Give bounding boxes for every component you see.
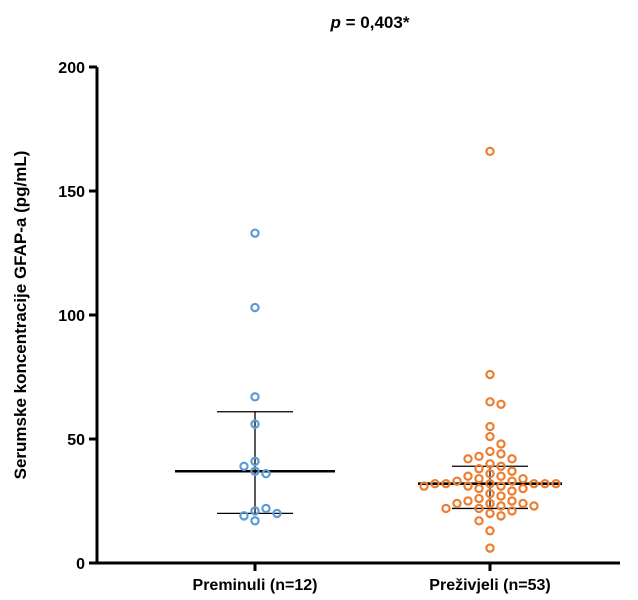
data-point: [261, 503, 271, 514]
data-point: [485, 508, 495, 519]
p-value: = 0,403*: [341, 13, 410, 32]
data-marks: [175, 146, 562, 553]
data-point: [496, 461, 506, 471]
data-point: [496, 439, 506, 449]
data-point: [518, 483, 528, 494]
data-point: [463, 481, 473, 491]
data-point: [507, 476, 517, 486]
data-point: [452, 498, 462, 509]
data-point: [496, 491, 506, 501]
series-group: [418, 146, 562, 553]
data-point: [496, 449, 506, 459]
data-point: [474, 473, 484, 484]
chart-title: p = 0,403*: [330, 13, 410, 32]
data-point: [250, 419, 260, 429]
data-point: [474, 493, 484, 504]
data-point: [250, 302, 260, 313]
data-point: [485, 146, 495, 157]
data-point: [507, 496, 517, 506]
x-category-label: Preživjeli (n=53): [429, 577, 550, 594]
data-point: [485, 478, 495, 489]
data-point: [474, 516, 484, 526]
data-point: [496, 481, 506, 491]
data-point: [474, 451, 484, 462]
data-point: [261, 469, 271, 479]
y-tick-label: 50: [67, 432, 85, 449]
data-point: [485, 369, 495, 380]
data-point: [507, 486, 517, 496]
data-point: [518, 498, 528, 509]
data-point: [485, 498, 495, 509]
data-point: [474, 483, 484, 494]
data-point: [551, 478, 561, 489]
data-point: [485, 526, 495, 536]
data-point: [441, 478, 451, 489]
data-point: [250, 506, 260, 516]
data-point: [452, 476, 462, 486]
data-point: [239, 461, 249, 471]
data-point: [239, 511, 249, 521]
data-point: [507, 466, 517, 476]
axis-lines: [95, 67, 620, 565]
data-point: [485, 431, 495, 442]
data-point: [474, 503, 484, 514]
y-tick-label: 0: [76, 556, 85, 573]
data-point: [474, 464, 484, 474]
y-axis-title: Serumske koncentracije GFAP-a (pg/mL): [11, 151, 30, 480]
data-point: [250, 228, 260, 238]
data-point: [441, 503, 451, 514]
data-point: [250, 392, 260, 402]
data-point: [507, 506, 517, 516]
data-point: [485, 397, 495, 407]
data-point: [529, 478, 539, 489]
data-point: [250, 456, 260, 467]
data-point: [250, 516, 260, 526]
data-point: [485, 543, 495, 553]
data-point: [485, 459, 495, 469]
data-point: [463, 454, 473, 464]
data-point: [250, 466, 260, 476]
data-point: [496, 471, 506, 481]
data-point: [272, 508, 282, 519]
data-point: [518, 473, 528, 484]
data-point: [485, 446, 495, 457]
data-point: [496, 399, 506, 409]
series-group: [175, 228, 335, 526]
data-point: [430, 478, 440, 489]
data-point: [496, 511, 506, 521]
data-point: [529, 501, 539, 511]
x-category-label: Preminuli (n=12): [193, 577, 318, 594]
data-point: [540, 478, 550, 489]
y-tick-label: 200: [58, 60, 85, 77]
data-point: [485, 469, 495, 479]
data-point: [507, 454, 517, 464]
data-point: [463, 471, 473, 481]
y-tick-label: 100: [58, 308, 85, 325]
y-tick-label: 150: [58, 184, 85, 201]
p-symbol: p: [330, 13, 341, 32]
axes: 0 50 100 150 200 Preminuli (n=12) Preživjeli (…: [58, 60, 620, 594]
data-point: [485, 488, 495, 499]
data-point: [485, 421, 495, 432]
data-point: [419, 481, 429, 491]
data-point: [496, 501, 506, 511]
data-point: [463, 496, 473, 506]
